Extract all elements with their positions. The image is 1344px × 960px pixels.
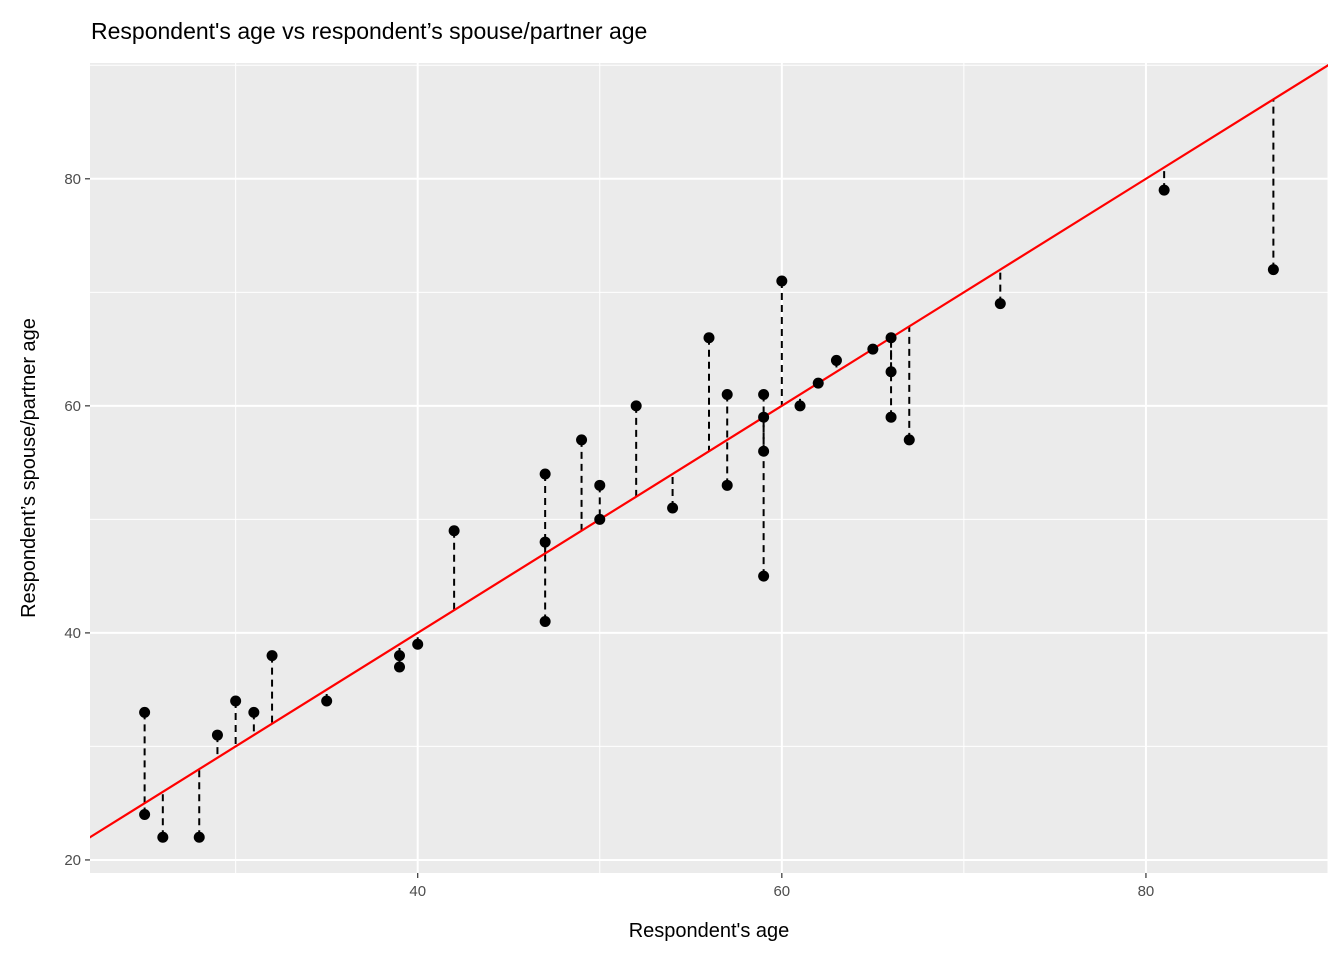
data-point: [539, 468, 551, 480]
data-point: [321, 695, 333, 707]
data-point: [157, 831, 169, 843]
y-axis-label: Respondent’s spouse/partner age: [18, 318, 40, 618]
data-point: [994, 298, 1006, 310]
reference-line: [90, 63, 1328, 839]
x-tick-label: 80: [1138, 883, 1155, 900]
x-axis-label: Respondent's age: [629, 920, 790, 942]
data-point: [193, 831, 205, 843]
y-tick-label: 60: [64, 398, 81, 415]
data-point: [885, 332, 897, 344]
data-point: [885, 411, 897, 423]
data-point: [667, 502, 679, 514]
data-point: [139, 809, 151, 821]
data-point: [812, 377, 824, 389]
axis-ticks: 40 60 80 20 40 60 80: [64, 171, 1154, 900]
plot-marks: [90, 63, 1328, 843]
data-point: [139, 706, 151, 718]
gridlines: [90, 63, 1329, 873]
data-point: [230, 695, 242, 707]
data-point: [758, 445, 770, 457]
data-point: [394, 650, 405, 662]
data-point: [721, 479, 733, 491]
plot-panel: [90, 63, 1328, 873]
x-tick-label: 40: [409, 883, 426, 900]
data-point: [830, 354, 842, 366]
data-point: [885, 366, 897, 378]
data-point: [776, 275, 788, 287]
data-point: [412, 638, 424, 650]
data-point: [448, 525, 460, 537]
y-tick-label: 80: [64, 171, 81, 188]
data-point: [211, 729, 223, 741]
data-point: [394, 661, 405, 673]
x-tick-label: 60: [773, 883, 790, 900]
data-point: [1158, 184, 1170, 196]
chart-title: Respondent's age vs respondent’s spouse/…: [91, 18, 647, 44]
data-point: [248, 706, 260, 718]
data-point: [721, 388, 733, 400]
data-point: [758, 411, 770, 423]
data-point: [758, 570, 770, 582]
data-point: [630, 400, 642, 412]
data-point: [576, 434, 588, 446]
data-point: [758, 388, 770, 400]
data-point: [903, 434, 915, 446]
data-point: [266, 650, 278, 662]
data-point: [539, 536, 551, 548]
data-point: [703, 332, 715, 344]
data-point: [594, 479, 606, 491]
data-point: [867, 343, 879, 355]
y-tick-label: 40: [64, 625, 81, 642]
data-point: [594, 513, 606, 525]
y-tick-label: 20: [64, 852, 81, 869]
data-point: [1267, 264, 1279, 276]
data-point: [794, 400, 806, 412]
data-point: [539, 616, 551, 628]
